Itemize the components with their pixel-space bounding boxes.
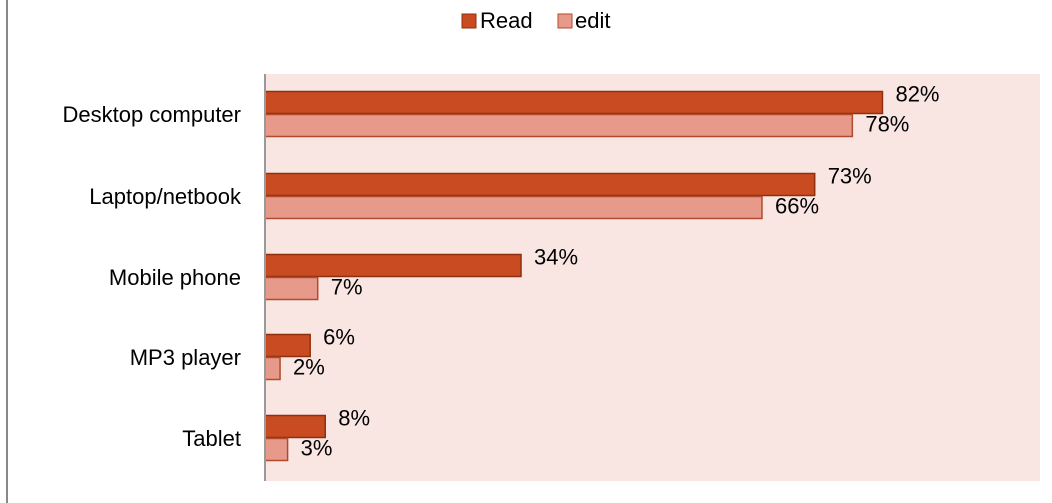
category-label-desktop-computer: Desktop computer bbox=[62, 102, 241, 127]
value-label-edit-laptop-netbook: 66% bbox=[775, 194, 819, 219]
bar-edit-desktop-computer bbox=[264, 113, 854, 138]
value-label-read-mobile-phone: 34% bbox=[534, 245, 578, 270]
value-label-edit-mp3-player: 2% bbox=[293, 355, 325, 380]
value-label-read-mp3-player: 6% bbox=[323, 325, 355, 350]
value-label-read-desktop-computer: 82% bbox=[895, 82, 939, 107]
category-label-mp3-player: MP3 player bbox=[130, 345, 241, 370]
legend-swatch-read bbox=[461, 13, 477, 29]
category-label-tablet: Tablet bbox=[182, 426, 241, 451]
bar-edit-mobile-phone bbox=[264, 276, 319, 301]
bar-read-laptop-netbook bbox=[264, 172, 816, 197]
bar-edit-tablet bbox=[264, 437, 289, 462]
bar-edit-laptop-netbook bbox=[264, 195, 763, 220]
plot-area bbox=[265, 74, 1040, 481]
bar-read-mobile-phone bbox=[264, 253, 522, 278]
bar-read-tablet bbox=[264, 414, 326, 439]
value-label-read-tablet: 8% bbox=[338, 406, 370, 431]
value-label-edit-mobile-phone: 7% bbox=[331, 275, 363, 300]
bar-edit-mp3-player bbox=[264, 356, 281, 381]
value-labels: 82% 78% 73% 66% 34% 7% 6% 2% 8%3% bbox=[293, 82, 939, 461]
value-label-read-laptop-netbook: 73% bbox=[828, 164, 872, 189]
legend-swatch-edit bbox=[557, 13, 573, 29]
category-labels: Desktop computer Laptop/netbook Mobile pho… bbox=[62, 102, 242, 451]
value-label-edit-desktop-computer: 78% bbox=[865, 112, 909, 137]
bar-read-mp3-player bbox=[264, 333, 311, 358]
bars bbox=[264, 90, 884, 462]
category-label-laptop-netbook: Laptop/netbook bbox=[89, 184, 242, 209]
value-label-edit-tablet: 3% bbox=[301, 436, 333, 461]
legend-label-read: Read bbox=[480, 8, 533, 33]
bar-read-desktop-computer bbox=[264, 90, 884, 115]
category-label-mobile-phone: Mobile phone bbox=[109, 265, 241, 290]
legend: Read edit bbox=[461, 8, 610, 33]
legend-label-edit: edit bbox=[575, 8, 610, 33]
